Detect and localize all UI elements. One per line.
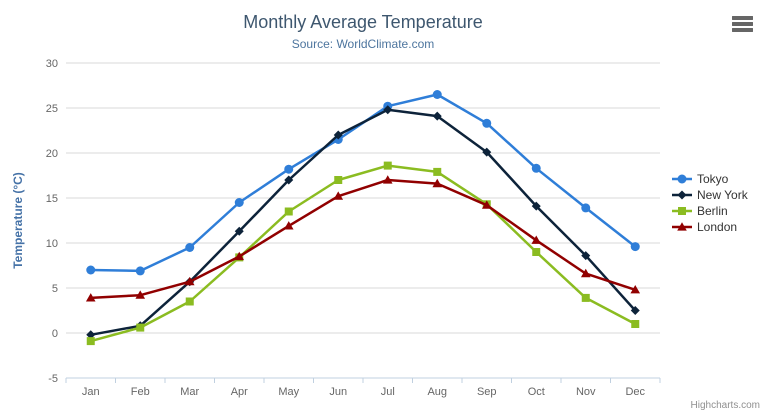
point-berlin-dec[interactable] xyxy=(631,320,640,328)
x-tick-label: Apr xyxy=(231,386,248,398)
point-london-sep[interactable] xyxy=(481,200,492,209)
y-tick-label: 0 xyxy=(52,328,58,340)
point-berlin-nov[interactable] xyxy=(581,293,590,302)
x-tick-label: Aug xyxy=(427,386,447,398)
legend: Tokyo New York Berlin London xyxy=(672,171,748,235)
x-tick-label: Jan xyxy=(82,386,100,398)
chart-title: Monthly Average Temperature xyxy=(243,12,483,32)
point-berlin-feb[interactable] xyxy=(136,323,145,332)
y-tick-label: 15 xyxy=(46,193,58,205)
series-london[interactable] xyxy=(85,175,641,302)
x-tick-label: Feb xyxy=(131,386,150,398)
point-london-jul[interactable] xyxy=(382,175,393,184)
point-london-jan[interactable] xyxy=(85,293,96,302)
x-tick-label: Jul xyxy=(381,386,395,398)
point-tokyo-aug[interactable] xyxy=(432,90,442,99)
point-tokyo-may[interactable] xyxy=(284,164,294,174)
point-new-york-apr[interactable] xyxy=(234,226,244,236)
point-london-apr[interactable] xyxy=(234,251,245,261)
x-tick-label: Jun xyxy=(329,386,347,398)
point-new-york-may[interactable] xyxy=(284,175,294,185)
point-new-york-aug[interactable] xyxy=(432,111,442,121)
point-berlin-jan[interactable] xyxy=(86,337,95,346)
point-tokyo-oct[interactable] xyxy=(531,163,541,173)
series-tokyo[interactable] xyxy=(86,90,640,276)
square-marker-icon xyxy=(672,207,692,215)
point-berlin-jul[interactable] xyxy=(383,161,392,170)
legend-item-label: New York xyxy=(697,188,748,202)
point-tokyo-sep[interactable] xyxy=(482,118,492,128)
highcharts-credits-link[interactable]: Highcharts.com xyxy=(690,400,760,411)
x-tick-label: Sep xyxy=(477,386,497,398)
point-berlin-may[interactable] xyxy=(284,207,293,216)
x-tick-label: Nov xyxy=(576,386,596,398)
point-new-york-dec[interactable] xyxy=(630,306,640,315)
point-london-aug[interactable] xyxy=(432,178,443,188)
point-berlin-aug[interactable] xyxy=(433,167,442,176)
x-tick-label: May xyxy=(278,386,299,398)
x-tick-label: Oct xyxy=(528,386,545,398)
legend-item-label: Berlin xyxy=(697,204,728,218)
point-london-feb[interactable] xyxy=(135,290,146,299)
y-tick-label: 30 xyxy=(46,58,58,70)
point-new-york-jan[interactable] xyxy=(86,330,96,340)
point-tokyo-jan[interactable] xyxy=(86,265,96,275)
point-london-may[interactable] xyxy=(283,221,294,230)
y-tick-label: 10 xyxy=(46,238,58,250)
chart-subtitle: Source: WorldClimate.com xyxy=(291,37,435,51)
point-london-jun[interactable] xyxy=(333,191,344,200)
point-tokyo-dec[interactable] xyxy=(630,242,640,252)
point-london-mar[interactable] xyxy=(184,276,195,286)
point-london-oct[interactable] xyxy=(531,235,542,244)
point-tokyo-nov[interactable] xyxy=(581,203,591,213)
point-london-nov[interactable] xyxy=(580,268,591,278)
legend-item-new-york[interactable]: New York xyxy=(672,187,748,203)
point-berlin-mar[interactable] xyxy=(185,297,194,306)
legend-item-berlin[interactable]: Berlin xyxy=(672,203,748,219)
point-new-york-jun[interactable] xyxy=(333,130,343,140)
x-tick-label: Mar xyxy=(180,386,199,398)
y-tick-label: -5 xyxy=(48,373,58,385)
legend-item-tokyo[interactable]: Tokyo xyxy=(672,171,748,187)
point-tokyo-feb[interactable] xyxy=(135,266,145,276)
circle-marker-icon xyxy=(672,174,692,184)
y-tick-label: 20 xyxy=(46,148,58,160)
triangle-marker-icon xyxy=(672,222,692,231)
point-new-york-nov[interactable] xyxy=(581,251,591,261)
point-new-york-jul[interactable] xyxy=(383,105,393,115)
y-tick-label: 25 xyxy=(46,103,58,115)
hamburger-icon xyxy=(732,16,754,32)
legend-item-london[interactable]: London xyxy=(672,219,748,235)
x-tick-label: Dec xyxy=(625,386,645,398)
point-london-dec[interactable] xyxy=(630,285,641,294)
chart-context-menu-button[interactable] xyxy=(730,14,756,34)
diamond-marker-icon xyxy=(672,190,692,200)
point-tokyo-apr[interactable] xyxy=(234,198,244,207)
legend-item-label: Tokyo xyxy=(697,172,729,186)
point-new-york-sep[interactable] xyxy=(482,147,492,157)
legend-item-label: London xyxy=(697,220,738,234)
point-tokyo-mar[interactable] xyxy=(185,243,195,252)
series-new-york[interactable] xyxy=(86,105,640,340)
y-tick-label: 5 xyxy=(52,283,58,295)
point-new-york-oct[interactable] xyxy=(531,201,541,211)
point-berlin-jun[interactable] xyxy=(334,176,343,184)
point-berlin-oct[interactable] xyxy=(532,248,541,256)
y-axis-title: Temperature (°C) xyxy=(11,172,25,269)
